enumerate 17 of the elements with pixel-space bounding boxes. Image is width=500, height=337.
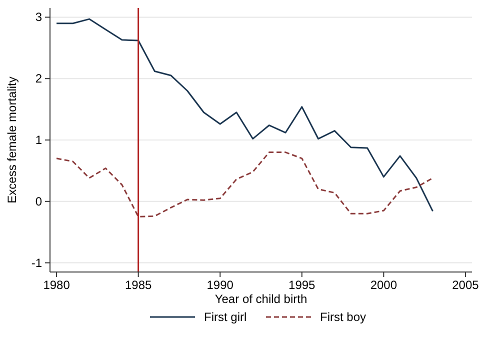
- y-tick-label: 0: [35, 194, 42, 208]
- legend-label: First girl: [204, 310, 247, 324]
- x-tick-label: 1990: [206, 278, 234, 292]
- x-tick-label: 2000: [370, 278, 398, 292]
- x-tick-label: 1995: [288, 278, 316, 292]
- x-tick-label: 2005: [452, 278, 480, 292]
- x-tick-label: 1985: [124, 278, 152, 292]
- y-tick-label: 2: [35, 72, 42, 86]
- x-tick-label: 1980: [43, 278, 70, 292]
- legend-label: First boy: [320, 310, 366, 324]
- line-series: [56, 152, 434, 218]
- y-tick-label: 3: [35, 10, 42, 24]
- y-tick-label: 1: [35, 133, 42, 147]
- line-series: [56, 18, 434, 212]
- y-axis-title: Excess female mortality: [5, 76, 19, 204]
- x-axis-title: Year of child birth: [214, 292, 308, 306]
- y-tick-label: -1: [31, 256, 42, 270]
